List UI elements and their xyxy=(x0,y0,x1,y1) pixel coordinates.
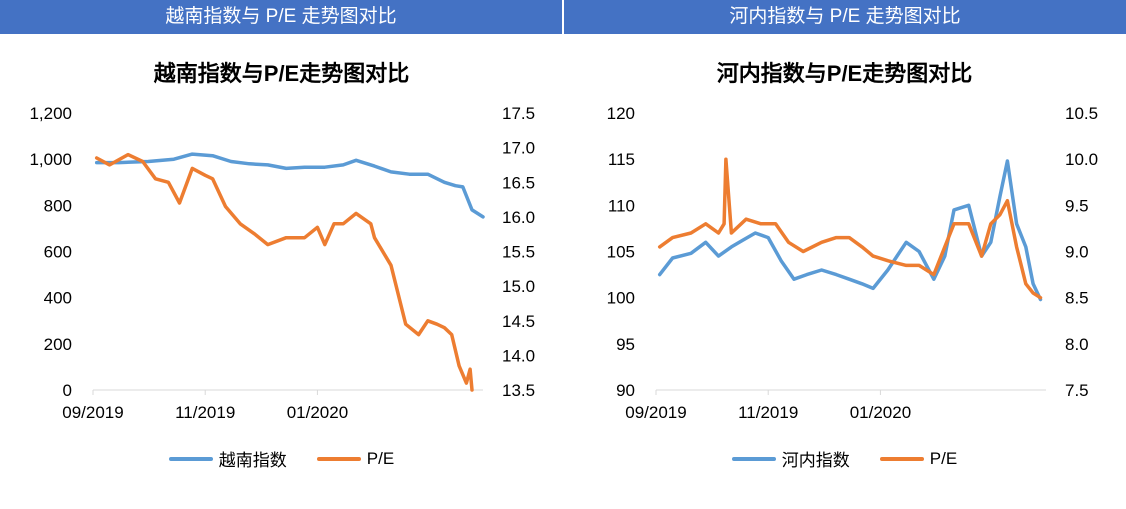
y-right-tick-label: 9.0 xyxy=(1065,243,1089,262)
series-line-pe xyxy=(657,157,1043,300)
legend-item-pe: P/E xyxy=(879,446,958,471)
y-right-tick-label: 8.5 xyxy=(1065,289,1089,308)
y-left-tick-label: 1,000 xyxy=(29,150,72,169)
y-right-tick-label: 15.5 xyxy=(502,243,535,262)
series-line-pe xyxy=(94,152,474,392)
legend-label-pe: P/E xyxy=(366,448,395,468)
y-left-tick-label: 1,200 xyxy=(29,104,72,123)
x-tick-label: 01/2020 xyxy=(850,403,911,422)
y-left-tick-label: 105 xyxy=(607,243,635,262)
legend-label-pe: P/E xyxy=(929,448,958,468)
y-right-tick-label: 7.5 xyxy=(1065,381,1089,400)
legend-label-index: 河内指数 xyxy=(781,451,850,470)
y-right-tick-label: 8.0 xyxy=(1065,335,1089,354)
y-left-tick-label: 100 xyxy=(607,289,635,308)
y-right-tick-label: 16.0 xyxy=(502,208,535,227)
chart-panel-vn-index: 越南指数与P/E走势图对比 0 200 400 600 800 1,000 1,200 13.… xyxy=(0,34,563,509)
y-right-tick-label: 15.0 xyxy=(502,277,535,296)
legend-swatch-pe xyxy=(316,456,361,461)
y-left-tick-label: 0 xyxy=(63,381,72,400)
chart-legend: 河内指数 P/E xyxy=(563,446,1126,471)
y-left-tick-label: 110 xyxy=(608,196,635,215)
banner-vn-index: 越南指数与 P/E 走势图对比 xyxy=(0,0,562,34)
legend-item-index: 越南指数 xyxy=(168,446,287,471)
y-right-tick-label: 17.5 xyxy=(502,104,535,123)
chart-title: 越南指数与P/E走势图对比 xyxy=(153,61,410,86)
chart-panel-hnx-index: 河内指数与P/E走势图对比 90 95 100 105 110 115 120 7.5 8.0 8… xyxy=(563,34,1126,509)
chart-legend: 越南指数 P/E xyxy=(0,446,563,471)
y-right-tick-label: 17.0 xyxy=(502,139,535,158)
y-right-tick-label: 10.0 xyxy=(1065,150,1098,169)
legend-item-pe: P/E xyxy=(316,446,395,471)
series-line-index xyxy=(94,152,485,219)
legend-swatch-index xyxy=(168,456,213,461)
y-left-tick-label: 95 xyxy=(616,335,635,354)
x-tick-label: 09/2019 xyxy=(62,403,123,422)
y-left-tick-label: 400 xyxy=(44,289,72,308)
legend-item-index: 河内指数 xyxy=(731,446,850,471)
y-left-tick-label: 800 xyxy=(44,196,72,215)
y-right-tick-label: 10.5 xyxy=(1065,104,1098,123)
x-tick-label: 01/2020 xyxy=(287,403,348,422)
banner-hnx-index: 河内指数与 P/E 走势图对比 xyxy=(564,0,1126,34)
y-left-tick-label: 200 xyxy=(44,335,72,354)
x-tick-label: 09/2019 xyxy=(625,403,686,422)
chart-plot-hnx-index: 90 95 100 105 110 115 120 7.5 8.0 8.5 9.0 9.5 10.0 10… xyxy=(607,104,1098,422)
y-right-tick-label: 9.5 xyxy=(1065,196,1089,215)
legend-swatch-index xyxy=(731,456,776,461)
y-right-tick-label: 16.5 xyxy=(502,173,535,192)
chart-title: 河内指数与P/E走势图对比 xyxy=(716,61,973,86)
chart-plot-vn-index: 0 200 400 600 800 1,000 1,200 13.5 14.0 14.5 15.0 1… xyxy=(29,104,535,422)
x-tick-label: 11/2019 xyxy=(738,403,798,422)
y-left-tick-label: 120 xyxy=(607,104,635,123)
y-left-tick-label: 600 xyxy=(44,243,72,262)
legend-label-index: 越南指数 xyxy=(218,451,287,470)
x-tick-label: 11/2019 xyxy=(175,403,235,422)
legend-swatch-pe xyxy=(879,456,924,461)
y-right-tick-label: 14.0 xyxy=(502,346,535,365)
y-right-tick-label: 14.5 xyxy=(502,312,535,331)
series-line-index xyxy=(657,159,1043,302)
y-left-tick-label: 115 xyxy=(608,150,635,169)
y-left-tick-label: 90 xyxy=(616,381,635,400)
y-right-tick-label: 13.5 xyxy=(502,381,535,400)
